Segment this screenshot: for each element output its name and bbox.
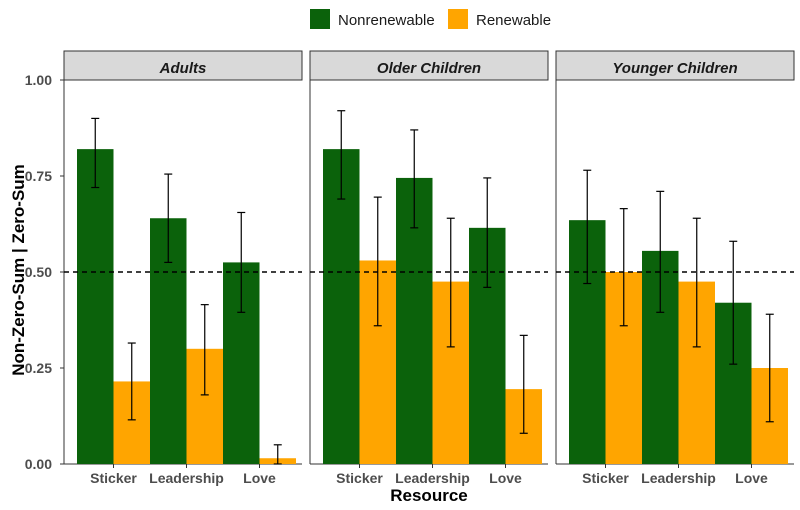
legend-swatch-renewable	[448, 9, 468, 29]
y-tick-label: 0.25	[25, 360, 52, 376]
panel-strip	[555, 50, 795, 81]
y-tick-label: 0.50	[25, 264, 52, 280]
x-tick-label: Leadership	[149, 470, 224, 486]
x-tick-label: Sticker	[582, 470, 629, 486]
y-tick-label: 1.00	[25, 72, 52, 88]
panel-adults: Adults Sticker Leadership Love	[60, 50, 303, 486]
panel-younger-children: Younger Children Sticker Leadership Love	[555, 50, 795, 486]
panel-title: Older Children	[377, 60, 481, 77]
x-tick-label: Leadership	[641, 470, 716, 486]
x-tick-label: Sticker	[90, 470, 137, 486]
legend-label-nonrenewable: Nonrenewable	[338, 12, 435, 29]
panel-title: Younger Children	[612, 60, 737, 77]
panel-strip	[309, 50, 549, 81]
legend: Nonrenewable Renewable	[310, 9, 551, 29]
y-tick-label: 0.00	[25, 456, 52, 472]
y-axis-title: Non-Zero-Sum | Zero-Sum	[9, 164, 28, 376]
panel-title: Adults	[159, 60, 207, 77]
bar-nonrenewable	[323, 149, 360, 464]
panel-strip	[63, 50, 303, 81]
legend-swatch-nonrenewable	[310, 9, 330, 29]
x-axis-title: Resource	[390, 486, 467, 505]
bar-nonrenewable	[77, 149, 114, 464]
y-axis: 0.00 0.25 0.50 0.75 1.00	[25, 72, 52, 472]
y-tick-label: 0.75	[25, 168, 52, 184]
x-tick-label: Love	[243, 470, 276, 486]
legend-label-renewable: Renewable	[476, 12, 551, 29]
x-tick-label: Love	[489, 470, 522, 486]
x-tick-label: Leadership	[395, 470, 470, 486]
panel-older-children: Older Children Sticker Leadership Love	[309, 50, 549, 486]
x-tick-label: Love	[735, 470, 768, 486]
x-tick-label: Sticker	[336, 470, 383, 486]
